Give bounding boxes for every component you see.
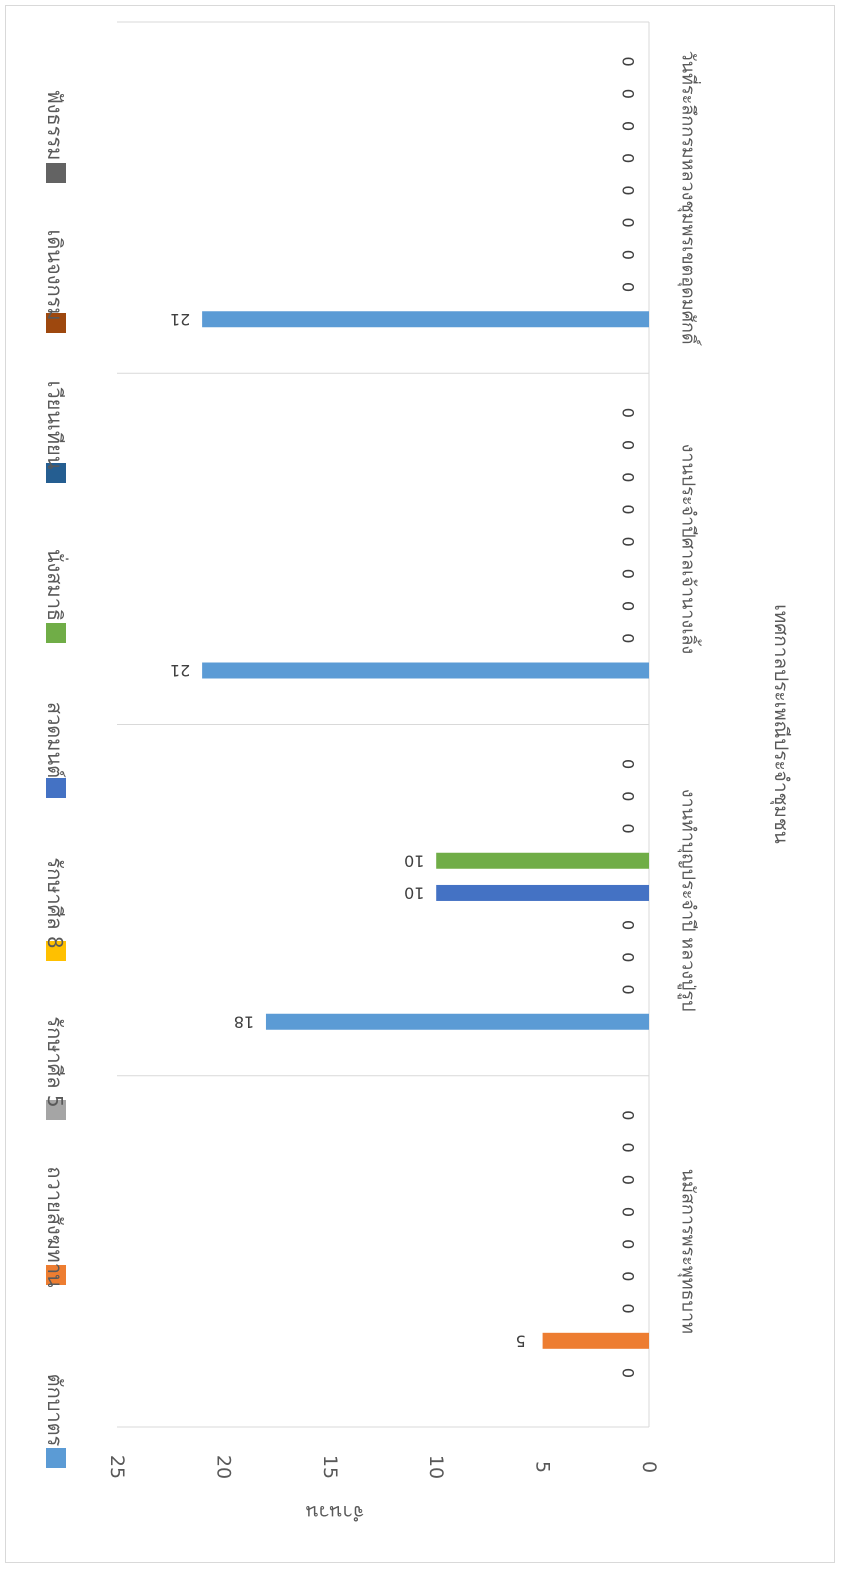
data-label: 5 [516,1331,526,1350]
data-label: 0 [619,121,638,131]
data-label: 0 [619,920,638,930]
category-label: วันที่ระลึกกรมหลวงชุมพรเขตอุดมศักดิ์ [678,51,703,347]
legend-swatch [46,941,66,961]
legend-label: เดินจงกรม [43,229,67,320]
data-label: 10 [404,851,424,870]
data-label: 0 [619,823,638,833]
value-tick-label: 10 [425,1455,447,1479]
data-label: 0 [619,185,638,195]
data-label: 0 [619,250,638,260]
legend-swatch [46,463,66,483]
data-label: 0 [619,1271,638,1281]
y-axis-title: จำนวน [306,1501,364,1523]
data-label: 0 [619,791,638,801]
x-axis-title: เทศกาลประเพณีประจำชุมชน [769,604,792,844]
value-tick-label: 20 [212,1455,234,1479]
data-label: 0 [619,759,638,769]
legend-label: ฟังธรรม [43,90,67,161]
legend-label: เวียนเทียน [43,381,67,470]
category-label: งานทำบุญประจำปี หลวงปู่รูป [678,789,699,1012]
legend-label: ถวายสังฆทาน [43,1166,67,1288]
data-label: 0 [619,537,638,547]
legend-swatch [46,1100,66,1120]
legend-swatch [46,1265,66,1285]
data-label: 0 [619,57,638,67]
bar [202,662,649,679]
category-label: งานประจำปีศาลเจ้านางเลิ้ง [678,444,702,655]
legend-swatch [46,163,66,183]
bar [202,311,649,328]
data-label: 0 [619,218,638,228]
data-label: 0 [619,633,638,643]
data-label: 0 [619,1368,638,1378]
legend-label: สวดมนต์ [43,702,67,778]
legend-label: รักษาศีล 8 [43,857,67,948]
data-label: 0 [619,601,638,611]
data-label: 21 [170,661,190,680]
value-tick-label: 5 [532,1461,554,1473]
data-label: 21 [170,310,190,329]
value-tick-label: 15 [319,1455,341,1479]
bar [265,1013,649,1030]
data-label: 0 [619,282,638,292]
data-label: 0 [619,952,638,962]
data-label: 0 [619,408,638,418]
bar [542,1332,649,1349]
data-label: 10 [404,883,424,902]
legend-swatch [46,623,66,643]
value-tick-label: 0 [638,1461,660,1473]
legend-swatch [46,778,66,798]
data-label: 0 [619,153,638,163]
value-tick-label: 25 [106,1455,128,1479]
data-label: 0 [619,1110,638,1120]
data-label: 18 [234,1012,254,1031]
legend-swatch [46,313,66,333]
chart-frame [5,5,835,1563]
data-label: 0 [619,569,638,579]
data-label: 0 [619,1175,638,1185]
data-label: 0 [619,440,638,450]
legend-label: ตักบาตร [43,1374,67,1447]
bar [436,852,649,869]
data-label: 0 [619,1239,638,1249]
legend-swatch [46,1448,66,1468]
data-label: 0 [619,1143,638,1153]
category-label: นมัสการพระพุทธบาท [678,1169,699,1334]
data-label: 0 [619,984,638,994]
data-label: 0 [619,472,638,482]
bar [436,884,649,901]
data-label: 0 [619,89,638,99]
data-label: 0 [619,1304,638,1314]
legend-label: นั่งสมาธิ [43,549,69,621]
data-label: 0 [619,504,638,514]
legend-label: รักษาศีล 5 [43,1016,67,1107]
data-label: 0 [619,1207,638,1217]
